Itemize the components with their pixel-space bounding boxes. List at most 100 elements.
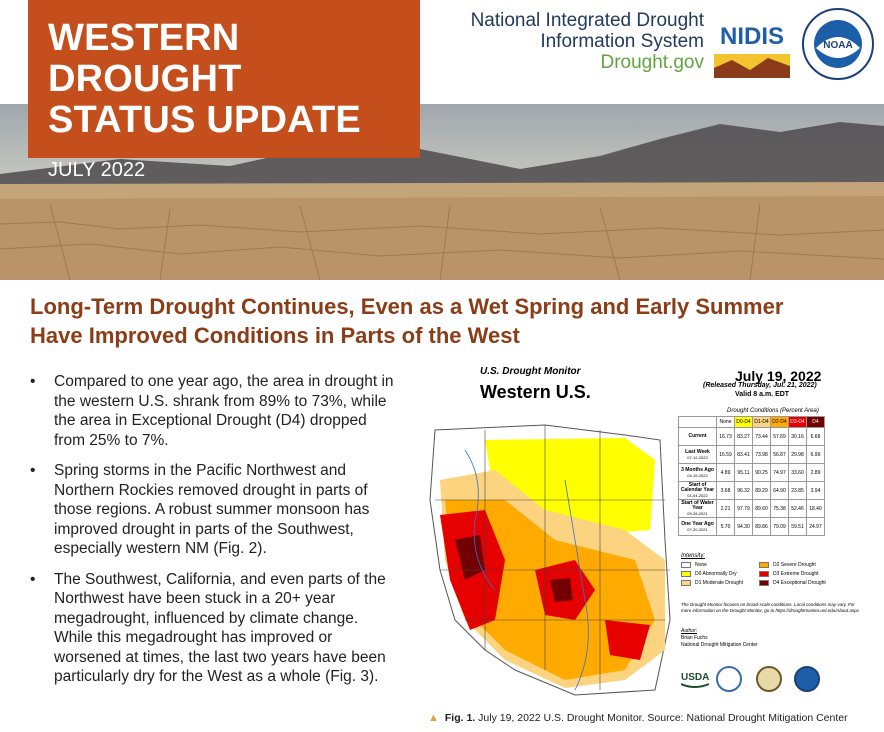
table-cell: 73.98	[752, 445, 771, 464]
table-cell: 79.09	[770, 517, 789, 536]
table-cell: 2.89	[806, 463, 825, 482]
legend-swatch	[681, 571, 691, 577]
title-banner: WESTERN DROUGHT STATUS UPDATE JULY 2022	[28, 0, 420, 181]
table-cell: 94.30	[734, 517, 753, 536]
headline-line-1: Long-Term Drought Continues, Even as a W…	[30, 294, 784, 319]
table-cell: 6.68	[806, 427, 825, 446]
col-d3-d4: D3-D4	[788, 416, 807, 428]
table-row: Start of Water Year 09-28-2021 2.21 97.79…	[678, 499, 825, 518]
table-row: Start of Calendar Year 01-04-2022 3.68 96…	[678, 481, 825, 500]
partner-logos: USDA	[681, 666, 820, 692]
org-site-link[interactable]: Drought.gov	[600, 52, 704, 73]
report-month: JULY 2022	[48, 159, 146, 181]
table-cell: 16.73	[716, 427, 735, 446]
table-cell: 75.38	[770, 499, 789, 518]
table-cell: 52.46	[788, 499, 807, 518]
legend-swatch	[681, 580, 691, 586]
author-label: Author:	[681, 628, 698, 634]
noaa-logo: NOAA	[802, 8, 874, 80]
noaa-small-logo	[794, 666, 820, 692]
monitor-note: The Drought Monitor focuses on broad-sca…	[681, 602, 859, 613]
table-cell: 4.89	[716, 463, 735, 482]
intensity-legend: Intensity: None D2 Severe Drought D0 Abn…	[681, 553, 837, 586]
table-caption: Drought Conditions (Percent Area)	[727, 408, 819, 414]
headline-line-2: Have Improved Conditions in Parts of the…	[30, 323, 520, 348]
western-us-drought-map	[429, 424, 671, 696]
table-cell: 73.44	[752, 427, 771, 446]
table-cell: 97.79	[734, 499, 753, 518]
legend-swatch	[759, 571, 769, 577]
table-cell: 3.94	[806, 481, 825, 500]
monitor-date: July 19, 2022	[735, 368, 822, 384]
table-cell: 6.99	[806, 445, 825, 464]
org-name-line-2: Information System	[540, 31, 704, 52]
table-cell: 30.16	[788, 427, 807, 446]
table-row: One Year Ago 07-20-2021 5.70 94.30 89.86 …	[678, 517, 825, 536]
col-d4: D4	[806, 416, 825, 428]
table-cell: 83.41	[734, 445, 753, 464]
table-cell: 3.68	[716, 481, 735, 500]
nidis-logo-text: NIDIS	[720, 23, 784, 50]
org-name-line-1: National Integrated Drought	[470, 10, 704, 31]
drought-monitor-figure: U.S. Drought Monitor Western U.S. July 1…	[425, 360, 875, 710]
title-line-1: WESTERN DROUGHT	[48, 17, 242, 100]
author-block: Author: Brian Fuchs National Drought Mit…	[681, 628, 758, 649]
author-name: Brian Fuchs	[681, 635, 708, 641]
table-row: Current 16.73 83.27 73.44 57.69 30.16 6.…	[678, 427, 825, 446]
mountain-silhouette	[0, 122, 884, 280]
table-cell: 89.29	[752, 481, 771, 500]
table-cell: 59.51	[788, 517, 807, 536]
table-cell: 57.69	[770, 427, 789, 446]
col-d1-d4: D1-D4	[752, 416, 771, 428]
row-label: Last Week 07-12-2022	[678, 445, 717, 464]
key-point: Compared to one year ago, the area in dr…	[30, 372, 400, 450]
caption-text: July 19, 2022 U.S. Drought Monitor. Sour…	[478, 712, 848, 724]
article-headline: Long-Term Drought Continues, Even as a W…	[30, 292, 870, 350]
table-cell: 89.86	[752, 517, 771, 536]
key-point: The Southwest, California, and even part…	[30, 570, 400, 687]
nidis-logo: NIDIS	[712, 10, 792, 80]
monitor-released: (Released Thursday, Jul. 21, 2022)	[703, 382, 817, 389]
row-label: One Year Ago 07-20-2021	[678, 517, 717, 536]
table-cell: 56.87	[770, 445, 789, 464]
table-cell: 5.70	[716, 517, 735, 536]
legend-swatch	[759, 562, 769, 568]
key-point: Spring storms in the Pacific Northwest a…	[30, 461, 400, 559]
ndmc-logo	[716, 666, 742, 692]
table-header-row: None D0-D4 D1-D4 D2-D4 D3-D4 D4	[678, 416, 825, 428]
noaa-logo-text: NOAA	[823, 40, 852, 51]
table-row: 3 Months Ago 04-19-2022 4.89 95.11 90.25 …	[678, 463, 825, 482]
caption-label: Fig. 1.	[444, 712, 476, 724]
brand-header: National Integrated Drought Information …	[420, 0, 884, 104]
drought-conditions-table: None D0-D4 D1-D4 D2-D4 D3-D4 D4 Current …	[678, 416, 825, 536]
table-cell: 64.90	[770, 481, 789, 500]
row-label: 3 Months Ago 04-19-2022	[678, 463, 717, 482]
key-points-list: Compared to one year ago, the area in dr…	[30, 372, 400, 698]
row-label: Start of Calendar Year 01-04-2022	[678, 481, 717, 500]
legend-swatch	[759, 580, 769, 586]
legend-item: None	[681, 562, 759, 568]
hero-banner: WESTERN DROUGHT STATUS UPDATE JULY 2022 …	[0, 0, 884, 280]
legend-item: D0 Abnormally Dry	[681, 571, 759, 577]
legend-swatch	[681, 562, 691, 568]
monitor-valid: Valid 8 a.m. EDT	[735, 391, 790, 398]
author-org: National Drought Mitigation Center	[681, 642, 758, 648]
col-none: None	[716, 416, 735, 428]
col-d0-d4: D0-D4	[734, 416, 753, 428]
legend-item: D2 Severe Drought	[759, 562, 837, 568]
table-cell: 18.40	[806, 499, 825, 518]
table-cell: 74.97	[770, 463, 789, 482]
map-subtitle: U.S. Drought Monitor	[480, 366, 581, 377]
triangle-icon: ▲	[428, 712, 439, 724]
table-cell: 90.25	[752, 463, 771, 482]
legend-item: D3 Extreme Drought	[759, 571, 837, 577]
table-cell: 24.97	[806, 517, 825, 536]
report-title: WESTERN DROUGHT STATUS UPDATE	[48, 18, 400, 141]
doc-seal-logo	[756, 666, 782, 692]
legend-item: D4 Exceptional Drought	[759, 580, 837, 586]
table-cell: 2.21	[716, 499, 735, 518]
row-label: Start of Water Year 09-28-2021	[678, 499, 717, 518]
usda-logo: USDA	[681, 672, 710, 688]
table-row: Last Week 07-12-2022 16.59 83.41 73.98 56…	[678, 445, 825, 464]
table-cell: 95.11	[734, 463, 753, 482]
